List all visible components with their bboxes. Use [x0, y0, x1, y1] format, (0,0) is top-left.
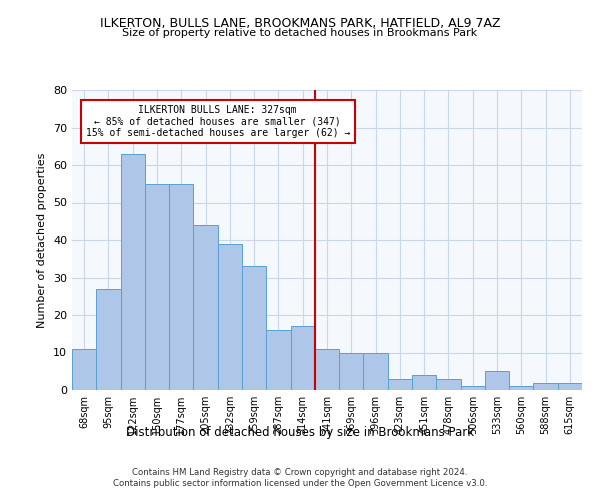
Bar — [169, 184, 193, 390]
Text: ILKERTON, BULLS LANE, BROOKMANS PARK, HATFIELD, AL9 7AZ: ILKERTON, BULLS LANE, BROOKMANS PARK, HA… — [100, 18, 500, 30]
Bar — [218, 244, 242, 390]
Bar — [509, 386, 533, 390]
Bar — [96, 289, 121, 390]
Bar — [339, 352, 364, 390]
Bar — [242, 266, 266, 390]
Bar — [315, 349, 339, 390]
Bar — [364, 352, 388, 390]
Bar — [436, 379, 461, 390]
Bar — [412, 375, 436, 390]
Bar — [388, 379, 412, 390]
Bar — [72, 349, 96, 390]
Bar — [193, 225, 218, 390]
Text: Size of property relative to detached houses in Brookmans Park: Size of property relative to detached ho… — [122, 28, 478, 38]
Bar — [290, 326, 315, 390]
Bar — [121, 154, 145, 390]
Bar — [533, 382, 558, 390]
Text: Contains HM Land Registry data © Crown copyright and database right 2024.: Contains HM Land Registry data © Crown c… — [132, 468, 468, 477]
Bar — [485, 371, 509, 390]
Bar — [266, 330, 290, 390]
Bar — [145, 184, 169, 390]
Bar — [558, 382, 582, 390]
Text: Contains public sector information licensed under the Open Government Licence v3: Contains public sector information licen… — [113, 480, 487, 488]
Bar — [461, 386, 485, 390]
Y-axis label: Number of detached properties: Number of detached properties — [37, 152, 47, 328]
Text: ILKERTON BULLS LANE: 327sqm
← 85% of detached houses are smaller (347)
15% of se: ILKERTON BULLS LANE: 327sqm ← 85% of det… — [86, 105, 350, 138]
Text: Distribution of detached houses by size in Brookmans Park: Distribution of detached houses by size … — [126, 426, 474, 439]
